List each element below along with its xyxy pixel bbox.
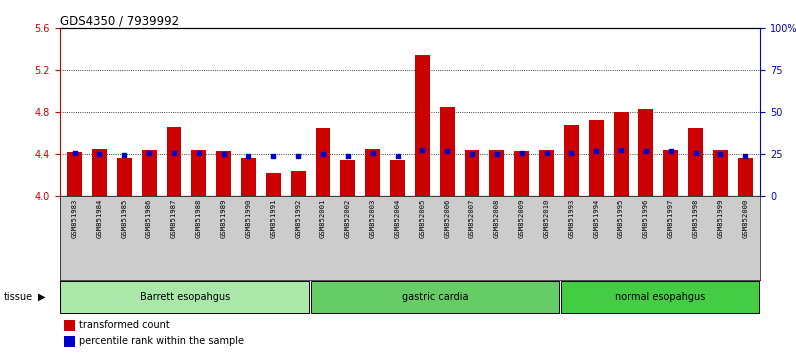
Text: GSM851999: GSM851999 (717, 199, 724, 238)
Point (366, 150, 379, 156)
FancyBboxPatch shape (60, 281, 309, 313)
Text: GSM852006: GSM852006 (444, 199, 451, 238)
Text: GSM852003: GSM852003 (369, 199, 376, 238)
Bar (67, 152, 82, 196)
Point (168, 150, 181, 156)
Bar (117, 158, 131, 196)
Point (466, 152, 478, 157)
Point (93, 152, 106, 157)
Point (217, 152, 230, 157)
Text: GSM851983: GSM851983 (72, 199, 77, 238)
Text: GSM851991: GSM851991 (271, 199, 276, 238)
Bar (564, 125, 579, 196)
Text: GDS4350 / 7939992: GDS4350 / 7939992 (60, 14, 179, 27)
Text: tissue: tissue (4, 292, 33, 302)
Text: GSM851988: GSM851988 (196, 199, 202, 238)
Text: GSM851987: GSM851987 (171, 199, 177, 238)
Point (267, 153, 279, 159)
Point (416, 147, 429, 153)
Text: normal esopahgus: normal esopahgus (615, 292, 705, 302)
FancyBboxPatch shape (561, 281, 759, 313)
Point (142, 150, 155, 156)
Bar (166, 127, 181, 196)
Text: GSM852008: GSM852008 (494, 199, 500, 238)
Text: GSM851995: GSM851995 (618, 199, 624, 238)
Bar (315, 128, 330, 196)
Bar (341, 160, 355, 196)
Bar (191, 150, 206, 196)
Bar (92, 149, 107, 196)
Text: GSM852007: GSM852007 (469, 199, 475, 238)
Point (68, 150, 81, 156)
Point (441, 148, 454, 154)
Bar (490, 150, 505, 196)
Bar (64, 336, 75, 347)
Point (292, 153, 305, 159)
Bar (390, 160, 405, 196)
Point (714, 152, 727, 157)
Bar (614, 113, 629, 196)
Text: GSM852005: GSM852005 (419, 199, 425, 238)
Text: GSM851998: GSM851998 (693, 199, 699, 238)
Point (515, 150, 528, 156)
Point (193, 150, 205, 156)
Text: GSM852010: GSM852010 (544, 199, 549, 238)
Bar (738, 158, 753, 196)
Text: GSM852002: GSM852002 (345, 199, 351, 238)
Text: GSM852004: GSM852004 (395, 199, 400, 238)
Bar (64, 320, 75, 331)
Text: GSM851992: GSM851992 (295, 199, 301, 238)
Text: GSM851986: GSM851986 (146, 199, 152, 238)
Point (615, 147, 627, 153)
Bar (689, 128, 703, 196)
Text: GSM851989: GSM851989 (220, 199, 227, 238)
Bar (415, 55, 430, 196)
Bar (589, 120, 603, 196)
Text: GSM851997: GSM851997 (668, 199, 673, 238)
Bar (465, 150, 479, 196)
Text: gastric cardia: gastric cardia (402, 292, 468, 302)
Bar (266, 173, 281, 196)
Text: GSM851990: GSM851990 (245, 199, 252, 238)
Bar (638, 109, 654, 196)
Point (341, 153, 354, 159)
Text: GSM851984: GSM851984 (96, 199, 103, 238)
Text: GSM851993: GSM851993 (568, 199, 575, 238)
Bar (439, 107, 455, 196)
Point (317, 152, 330, 157)
Text: GSM851994: GSM851994 (593, 199, 599, 238)
Point (689, 150, 702, 156)
Text: GSM852000: GSM852000 (743, 199, 748, 238)
Bar (663, 150, 678, 196)
Text: GSM852009: GSM852009 (519, 199, 525, 238)
Point (639, 148, 652, 154)
Point (540, 150, 553, 156)
Bar (291, 171, 306, 196)
Text: GSM852001: GSM852001 (320, 199, 326, 238)
Point (590, 148, 603, 154)
Point (490, 152, 503, 157)
Text: percentile rank within the sample: percentile rank within the sample (79, 336, 244, 346)
Bar (365, 149, 380, 196)
Text: GSM851985: GSM851985 (121, 199, 127, 238)
Bar (217, 151, 231, 196)
Point (565, 150, 578, 156)
Bar (241, 158, 256, 196)
Text: transformed count: transformed count (79, 320, 170, 330)
Text: GSM851996: GSM851996 (643, 199, 649, 238)
Bar (539, 150, 554, 196)
Bar (142, 150, 157, 196)
Text: ▶: ▶ (37, 292, 45, 302)
Point (391, 153, 404, 159)
Text: Barrett esopahgus: Barrett esopahgus (139, 292, 230, 302)
Point (118, 152, 131, 158)
Point (665, 148, 677, 154)
FancyBboxPatch shape (310, 281, 560, 313)
Bar (713, 150, 728, 196)
Point (242, 153, 255, 159)
Point (739, 153, 751, 159)
Bar (514, 151, 529, 196)
